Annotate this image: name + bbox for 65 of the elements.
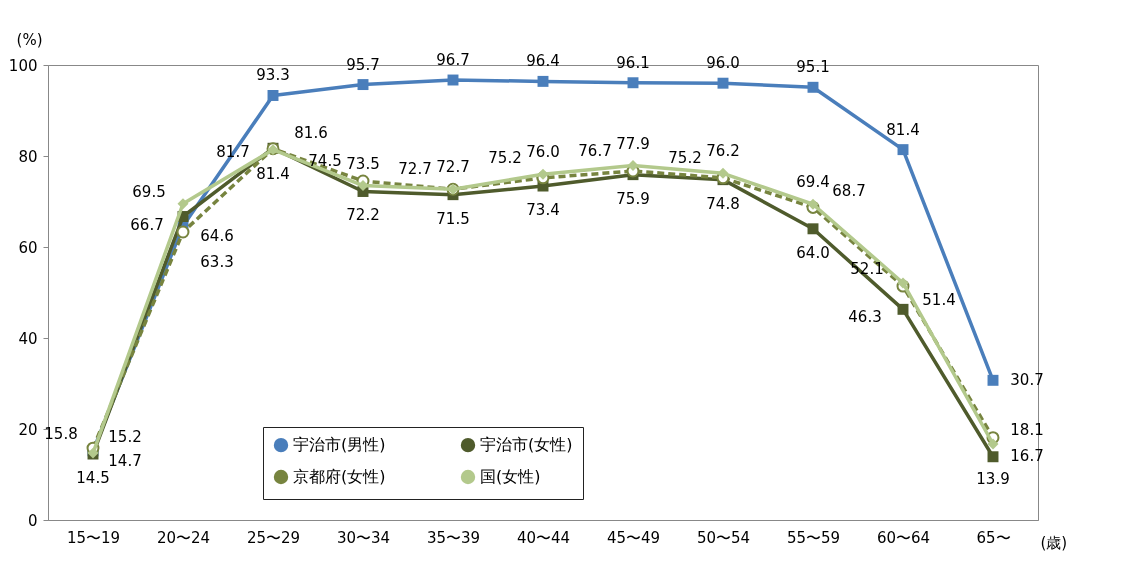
y-tick-label: 80	[18, 147, 38, 166]
data-label: 96.7	[436, 51, 470, 70]
data-label: 95.1	[796, 58, 830, 77]
y-tick-label: 0	[27, 511, 38, 530]
data-label: 96.0	[706, 54, 740, 73]
data-label: 13.9	[976, 469, 1010, 488]
x-tick-label: 55〜59	[786, 528, 841, 547]
x-axis-title: (歳)	[1040, 533, 1068, 552]
x-tick-label: 30〜34	[336, 528, 391, 547]
data-label: 15.8	[44, 425, 78, 444]
data-label: 75.9	[616, 189, 650, 208]
data-label: 18.1	[1010, 420, 1044, 439]
x-tick-label: 60〜64	[876, 528, 931, 547]
data-label: 95.7	[346, 55, 380, 74]
x-tick-label: 40〜44	[516, 528, 571, 547]
data-label: 75.2	[668, 148, 702, 167]
legend-label: 宇治市(女性)	[480, 435, 573, 455]
data-label: 63.3	[200, 252, 234, 271]
x-tick-label: 65〜	[976, 528, 1011, 547]
y-axis-title: (%)	[16, 30, 43, 49]
data-label: 76.7	[578, 142, 612, 161]
data-label: 96.4	[526, 52, 560, 71]
data-label: 14.7	[108, 452, 142, 471]
data-label: 71.5	[436, 209, 470, 228]
data-label: 74.5	[308, 152, 342, 171]
data-label: 51.4	[922, 291, 956, 310]
data-label: 81.4	[256, 164, 290, 183]
data-label: 69.4	[796, 173, 830, 192]
x-tick-label: 50〜54	[696, 528, 751, 547]
data-label: 77.9	[616, 134, 650, 153]
data-label: 15.2	[108, 427, 142, 446]
y-tick-label: 20	[18, 420, 38, 439]
legend-label: 国(女性)	[480, 467, 541, 486]
data-label: 72.7	[436, 158, 470, 177]
data-label: 73.5	[346, 154, 380, 173]
data-label: 64.6	[200, 227, 234, 246]
y-tick-label: 100	[8, 56, 38, 75]
data-label: 81.6	[294, 123, 328, 142]
data-label: 16.7	[1010, 447, 1044, 466]
data-label: 72.7	[398, 160, 432, 179]
data-label: 73.4	[526, 201, 560, 220]
x-tick-label: 45〜49	[606, 528, 661, 547]
data-label: 76.2	[706, 142, 740, 161]
data-label: 74.8	[706, 194, 740, 213]
data-label: 68.7	[832, 182, 866, 201]
y-tick-label: 40	[18, 329, 38, 348]
x-tick-label: 25〜29	[246, 528, 301, 547]
legend-label: 京都府(女性)	[293, 467, 386, 486]
x-tick-label: 15〜19	[66, 528, 121, 547]
data-label: 81.4	[886, 120, 920, 139]
legend-label: 宇治市(男性)	[293, 435, 386, 455]
data-label: 46.3	[848, 308, 882, 327]
data-label: 76.0	[526, 143, 560, 162]
data-label: 69.5	[132, 182, 166, 201]
data-label: 96.1	[616, 53, 650, 72]
data-label: 30.7	[1010, 371, 1044, 390]
data-label: 72.2	[346, 206, 380, 225]
x-tick-label: 20〜24	[156, 528, 211, 547]
y-tick-label: 60	[18, 238, 38, 257]
data-label: 66.7	[130, 215, 164, 234]
data-label: 14.5	[76, 469, 110, 488]
data-label: 75.2	[488, 148, 522, 167]
x-tick-label: 35〜39	[426, 528, 481, 547]
data-label: 64.0	[796, 243, 830, 262]
data-label: 93.3	[256, 66, 290, 85]
